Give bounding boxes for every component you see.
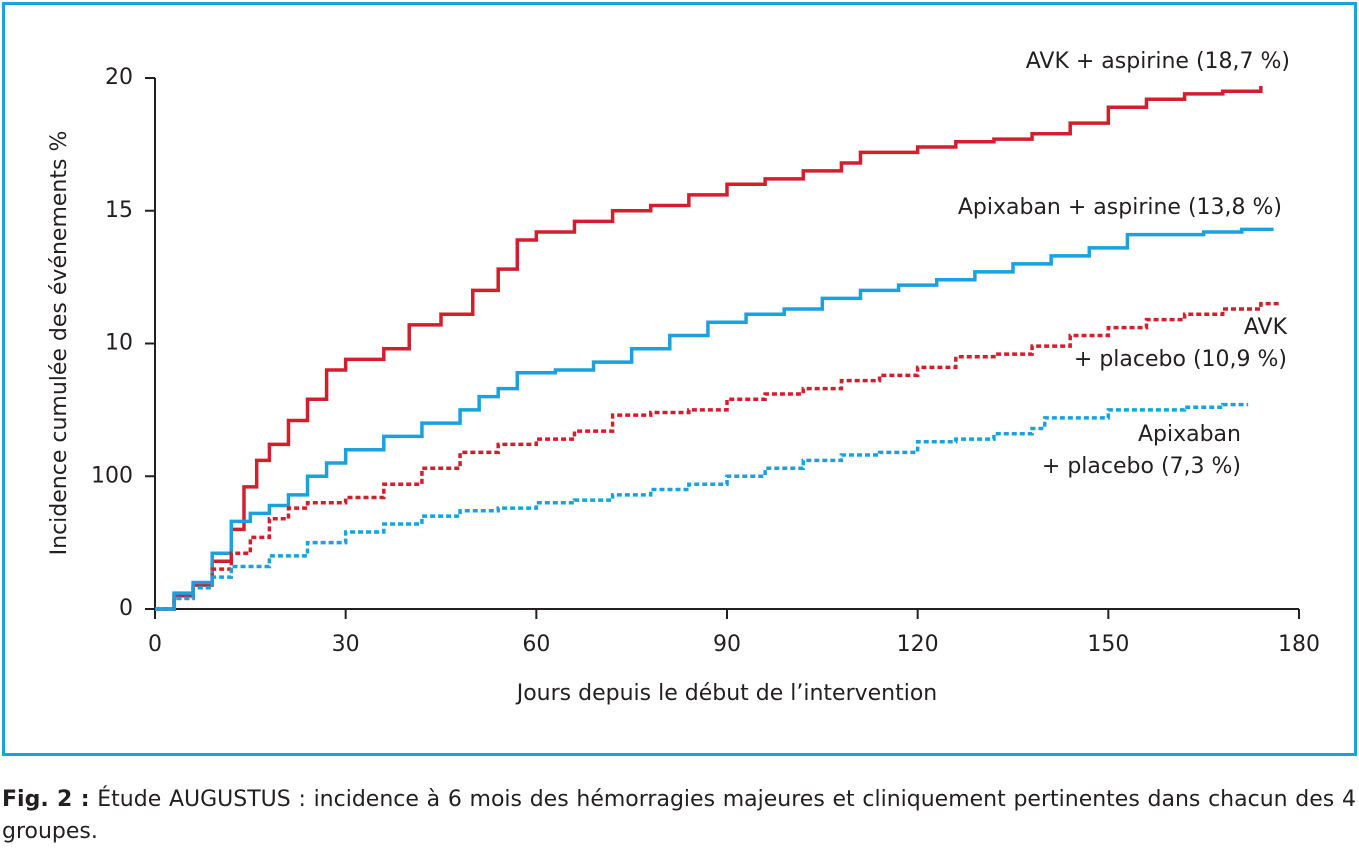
- series-label: AVK + aspirine (18,7 %): [1026, 49, 1290, 74]
- y-tick-label: 0: [119, 596, 133, 621]
- y-axis-label: Incidence cumulée des événements %: [47, 131, 72, 556]
- series-line: [155, 402, 1249, 611]
- x-tick-label: 0: [148, 632, 162, 657]
- frame: [2, 2, 1357, 756]
- y-tick-label: 15: [105, 198, 133, 223]
- chart: Jours depuis le début de l’intervention …: [47, 49, 1320, 706]
- y-tick-label: 20: [105, 65, 133, 90]
- series-line: [155, 301, 1280, 611]
- x-tick-label: 150: [1087, 632, 1129, 657]
- x-tick-label: 180: [1278, 632, 1320, 657]
- y-tick-label: 10: [105, 331, 133, 356]
- x-axis-label: Jours depuis le début de l’intervention: [515, 681, 938, 706]
- y-tick-label: 100: [91, 463, 133, 488]
- series-label: + placebo (10,9 %): [1074, 347, 1287, 372]
- x-tick-label: 120: [897, 632, 939, 657]
- caption-text: Étude AUGUSTUS : incidence à 6 mois des …: [2, 787, 1356, 844]
- x-tick-label: 60: [522, 632, 550, 657]
- x-tick-label: 30: [332, 632, 360, 657]
- caption-label: Fig. 2 :: [2, 787, 90, 812]
- caption: Fig. 2 : Étude AUGUSTUS : incidence à 6 …: [2, 784, 1356, 848]
- x-tick-label: 90: [713, 632, 741, 657]
- series-label: AVK: [1244, 315, 1288, 340]
- series-label: Apixaban + aspirine (13,8 %): [958, 195, 1282, 220]
- series-line: [155, 85, 1263, 611]
- series-label: + placebo (7,3 %): [1042, 454, 1241, 479]
- series-label: Apixaban: [1138, 422, 1241, 447]
- series-line: [155, 227, 1274, 611]
